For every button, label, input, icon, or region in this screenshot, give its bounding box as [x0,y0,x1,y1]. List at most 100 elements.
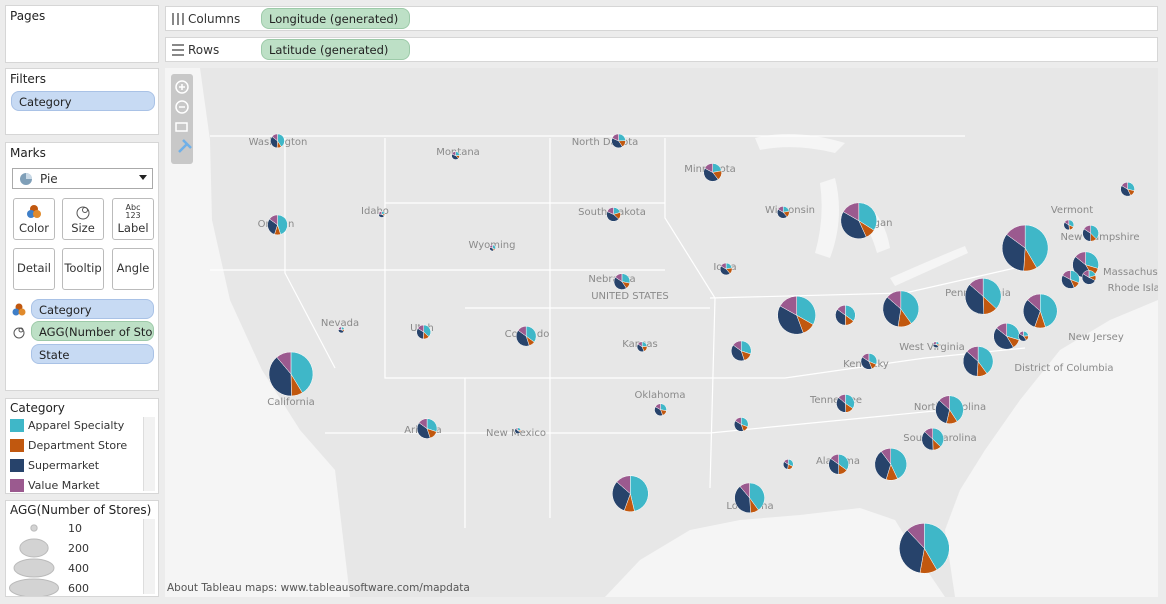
pie-slice[interactable] [1061,274,1075,289]
pie-slice[interactable] [964,284,985,315]
size-button[interactable]: Size [62,198,104,240]
pie-slice[interactable] [924,523,950,571]
pie-slice[interactable] [1006,322,1020,341]
pie-slice[interactable] [517,325,527,337]
field-pill[interactable]: State [31,344,154,364]
pie-slice[interactable] [840,211,867,239]
color-button[interactable]: Color [13,198,55,240]
pie-slice[interactable] [271,133,278,142]
pie-slice[interactable] [966,346,979,362]
pie-slice[interactable] [417,324,424,333]
pie-slice[interactable] [861,353,870,362]
pie-slice[interactable] [612,481,631,511]
pie-slice[interactable] [732,340,742,352]
pie-slice[interactable] [1075,251,1086,266]
pie-slice[interactable] [830,454,839,465]
field-pill[interactable]: Category [31,299,154,319]
pie-slice[interactable] [838,454,849,471]
mark-type-dropdown[interactable]: Pie [12,168,153,189]
pie-slice[interactable] [739,482,750,499]
pie-slice[interactable] [1121,181,1128,190]
map-credit[interactable]: About Tableau maps: www.tableausoftware.… [167,582,470,594]
pie-slice[interactable] [874,451,892,480]
label-button[interactable]: Abc 123 Label [112,198,154,240]
pie-slice[interactable] [616,475,631,495]
pie-slice[interactable] [734,486,751,514]
pie-slice[interactable] [836,304,846,316]
pie-slice[interactable] [977,346,994,374]
pie-slice[interactable] [1120,185,1131,197]
pie-slice[interactable] [515,427,519,432]
pie-slice[interactable] [962,351,979,377]
pie-slice[interactable] [886,290,902,310]
pie-slice[interactable] [630,475,649,512]
shelf-pill[interactable]: Longitude (generated) [261,8,410,29]
pie-slice[interactable] [731,344,745,362]
pie-slice[interactable] [268,356,292,397]
pie-slice[interactable] [899,529,925,574]
pie-slice[interactable] [938,395,950,411]
pie-slice[interactable] [796,295,816,325]
pie-slice[interactable] [1081,273,1096,285]
filter-pill[interactable]: Category [11,91,155,111]
pie-slice[interactable] [489,244,493,249]
scrollbar[interactable] [143,519,155,594]
pie-slice[interactable] [993,327,1014,350]
pie-slice[interactable] [1083,225,1091,234]
pie-slice[interactable] [838,394,846,404]
field-pill[interactable]: AGG(Number of Sto.. [31,321,154,341]
pin[interactable] [178,139,192,153]
pie-slice[interactable] [996,322,1007,337]
pie-slice[interactable] [1040,293,1058,328]
pie-slice[interactable] [637,341,643,348]
pie-slice[interactable] [777,305,804,335]
pie-slice[interactable] [277,214,288,235]
pie-slice[interactable] [835,308,846,326]
pie-slice[interactable] [906,523,925,549]
pie-slice[interactable] [606,211,620,222]
map[interactable]: WashingtonMontanaNorth DakotaMinnesotaOr… [165,68,1158,597]
pie-slice[interactable] [1024,224,1049,269]
pie-slice[interactable] [269,214,278,226]
pie-slice[interactable] [525,325,537,343]
pie-slice[interactable] [932,427,944,448]
pie-slice[interactable] [1018,330,1024,337]
pie-slice[interactable] [1085,251,1099,269]
pie-slice[interactable] [890,448,907,480]
tooltip-button[interactable]: Tooltip [62,248,104,290]
pie-slice[interactable] [982,278,1002,310]
pie-slice[interactable] [1027,293,1041,312]
pie-slice[interactable] [776,208,788,219]
angle-button[interactable]: Angle [112,248,154,290]
pie-slice[interactable] [1064,219,1070,226]
pie-slice[interactable] [924,427,933,440]
detail-button[interactable]: Detail [13,248,55,290]
pie-slice[interactable] [611,133,619,142]
pie-slice[interactable] [900,290,920,324]
pie-slice[interactable] [1023,299,1041,328]
pie-slice[interactable] [734,417,742,425]
pie-slice[interactable] [882,296,902,327]
zoom-area[interactable] [175,122,188,132]
pie-slice[interactable] [655,403,661,411]
zoom-out[interactable] [175,100,189,114]
pie-slice[interactable] [836,397,846,413]
pie-slice[interactable] [418,418,428,430]
pie-slice[interactable] [1082,270,1090,278]
pie-slice[interactable] [1023,330,1029,337]
pie-slice[interactable] [614,273,623,283]
shelf-pill[interactable]: Latitude (generated) [261,39,410,60]
pie-slice[interactable] [516,329,530,347]
pie-slice[interactable] [828,458,839,475]
pie-slice[interactable] [860,356,873,370]
pie-slice[interactable] [611,137,623,149]
pie-slice[interactable] [842,202,860,222]
pie-slice[interactable] [719,265,731,276]
pie-slice[interactable] [606,207,614,215]
pie-slice[interactable] [276,351,292,375]
pie-slice[interactable] [783,459,789,465]
pie-slice[interactable] [779,295,797,316]
pie-slice[interactable] [935,399,950,424]
pie-slice[interactable] [1001,234,1026,272]
pie-slice[interactable] [845,304,856,322]
